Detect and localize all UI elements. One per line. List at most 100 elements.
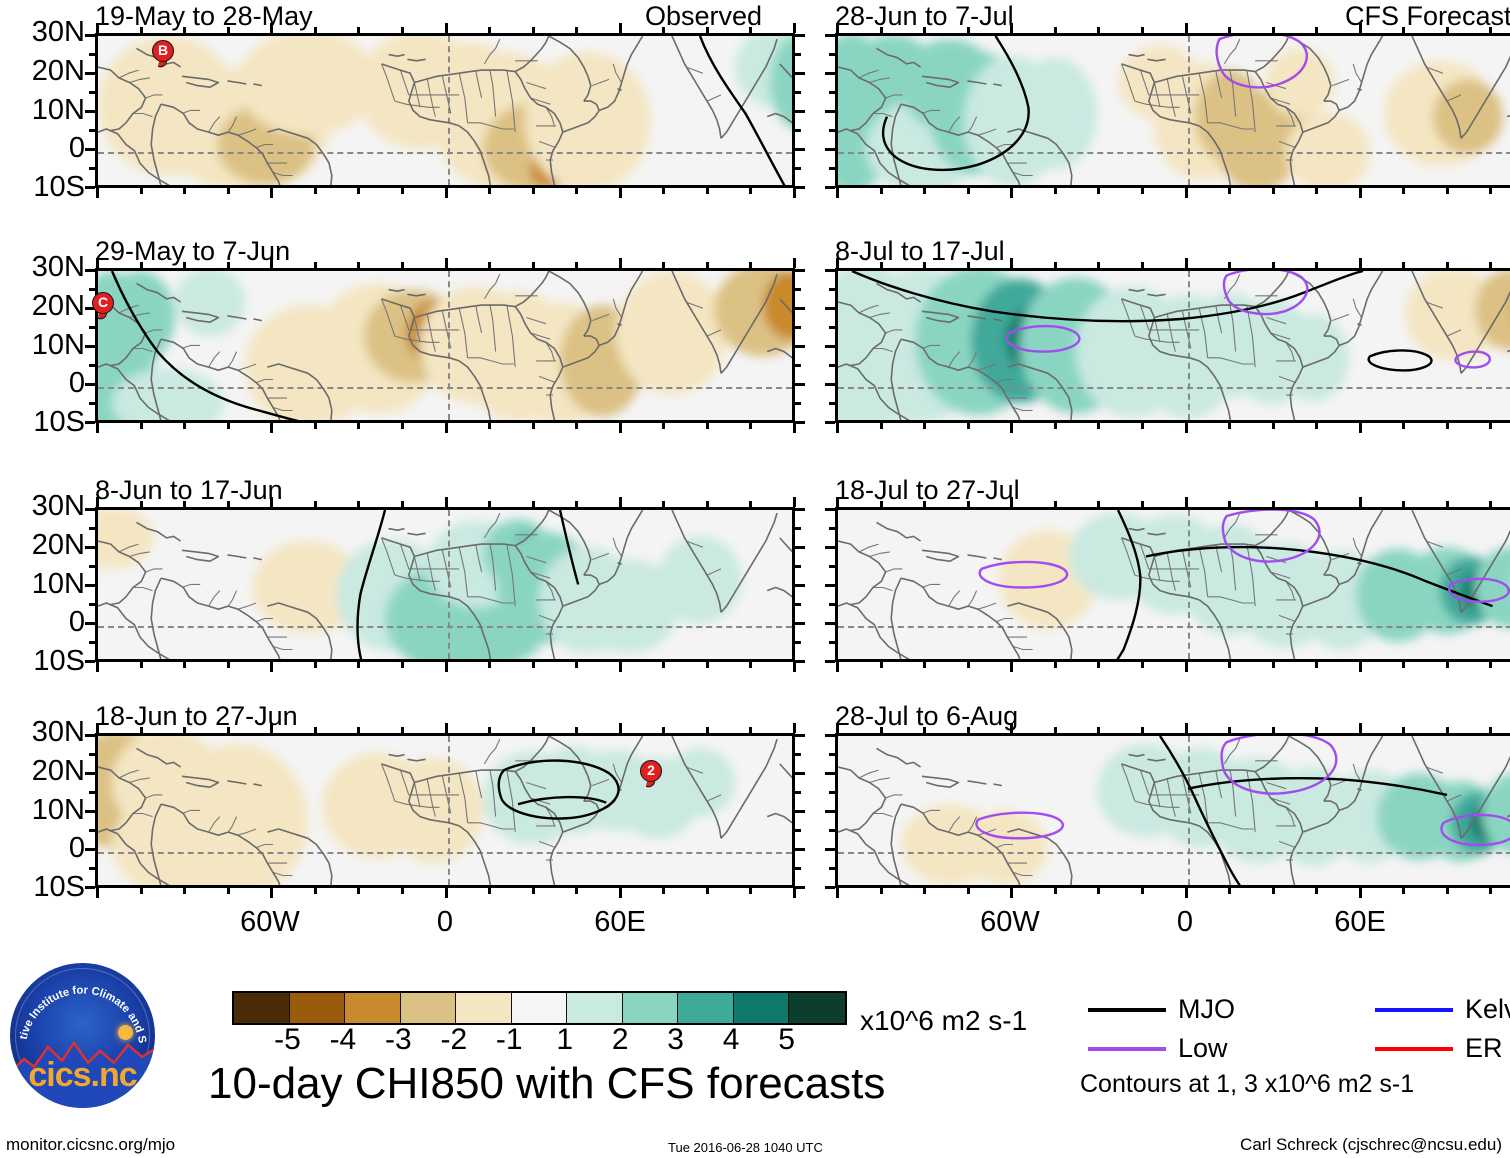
x-axis-tick (1445, 262, 1449, 268)
y-axis-label: 10N (31, 93, 85, 126)
x-axis-tick (1315, 662, 1319, 668)
x-axis-tick (1053, 188, 1057, 194)
footer-author: Carl Schreck (cjschrec@ncsu.edu) (1240, 1135, 1502, 1154)
map-canvas (95, 33, 795, 188)
legend-label: ER (1465, 1033, 1503, 1063)
x-axis-tick (1010, 723, 1014, 733)
y-axis-tick (795, 288, 801, 291)
column-header-observed: Observed (645, 1, 763, 31)
storm-marker-label: C (92, 292, 114, 314)
x-axis-tick (96, 423, 99, 433)
x-axis-tick (444, 258, 448, 268)
colorbar-tick-label: -4 (329, 1023, 357, 1056)
y-axis-label: 10S (33, 406, 85, 438)
anomaly-shading (98, 736, 735, 885)
x-axis-tick (1010, 888, 1014, 898)
x-axis-tick (1140, 27, 1144, 33)
storm-marker-label: B (152, 40, 174, 62)
x-axis-tick (705, 262, 709, 268)
y-axis-tick (85, 810, 95, 813)
y-axis-tick (825, 546, 835, 549)
x-axis-tick (1097, 262, 1101, 268)
y-axis-tick (795, 186, 805, 189)
x-axis-label: 0 (1176, 906, 1194, 938)
x-axis-tick (1315, 727, 1319, 733)
x-axis-tick (1228, 727, 1232, 733)
y-axis-tick (795, 421, 805, 424)
y-axis-tick (795, 91, 801, 94)
x-axis-tick (531, 27, 535, 33)
x-axis-tick (966, 262, 970, 268)
y-axis-tick (825, 622, 835, 625)
x-axis-tick (1489, 27, 1493, 33)
x-axis-tick (923, 188, 927, 194)
x-axis-tick (226, 727, 230, 733)
x-axis-tick (793, 723, 796, 733)
x-axis-tick (1097, 888, 1101, 894)
x-axis-tick (1402, 888, 1406, 894)
prime-meridian-line (448, 36, 450, 185)
y-axis-tick (829, 53, 835, 56)
colorbar-tick-label: 3 (667, 1023, 684, 1056)
y-axis-tick (85, 345, 95, 348)
x-axis-tick (96, 497, 99, 507)
panel-title: 8-Jul to 17-Jul (835, 236, 1005, 266)
y-axis-tick (89, 603, 95, 606)
x-axis-tick (1097, 501, 1101, 507)
colorbar-swatch-1 (289, 993, 345, 1023)
map-canvas (835, 268, 1510, 423)
y-axis-tick (85, 421, 95, 424)
equator-line (838, 387, 1510, 390)
y-axis-tick (85, 383, 95, 386)
x-axis-tick (488, 888, 492, 894)
x-axis-tick (357, 423, 361, 429)
x-axis-tick (1184, 423, 1188, 433)
y-axis-tick (795, 622, 805, 625)
x-axis-label: 0 (436, 906, 454, 938)
y-axis-tick (795, 584, 805, 587)
legend-label: Low (1178, 1033, 1228, 1063)
x-axis-tick (793, 662, 796, 672)
x-axis-tick (618, 662, 622, 672)
footer-timestamp: Tue 2016-06-28 1040 UTC (668, 1140, 823, 1155)
y-axis-tick (829, 527, 835, 530)
colorbar-swatch-6 (567, 993, 623, 1023)
x-axis-tick (1053, 27, 1057, 33)
x-axis-tick (1184, 497, 1188, 507)
y-axis-tick (825, 421, 835, 424)
colorbar-tick-label: 5 (778, 1023, 795, 1056)
x-axis-tick (313, 27, 317, 33)
legend-line-low (1088, 1047, 1166, 1051)
wave-contours (978, 510, 1510, 659)
x-axis-tick (1358, 423, 1362, 433)
y-axis-tick (85, 584, 95, 587)
x-axis-tick (1184, 258, 1188, 268)
x-axis-tick (226, 501, 230, 507)
x-axis-tick (575, 888, 579, 894)
x-axis-tick (1097, 27, 1101, 33)
x-axis-tick (1271, 501, 1275, 507)
storm-marker: C (92, 292, 114, 321)
y-axis-label: 30N (31, 251, 85, 283)
x-axis-tick (313, 888, 317, 894)
y-axis-tick (795, 546, 805, 549)
panel-title: 28-Jun to 7-Jul (835, 1, 1014, 31)
x-axis-tick (1315, 888, 1319, 894)
x-axis-tick (575, 501, 579, 507)
panel-title: 28-Jul to 6-Aug (835, 701, 1019, 731)
x-axis-tick (444, 888, 448, 898)
x-axis-tick (270, 723, 274, 733)
y-axis-tick (795, 641, 801, 644)
prime-meridian-line (1188, 510, 1190, 659)
x-axis-label: 60E (594, 906, 646, 938)
wave-contours (975, 736, 1510, 885)
x-axis-tick (1315, 501, 1319, 507)
y-axis-tick (85, 269, 95, 272)
x-axis-tick (836, 23, 839, 33)
x-axis-tick (793, 888, 796, 898)
y-axis-label: 10S (33, 171, 85, 203)
y-axis-tick (795, 886, 805, 889)
x-axis-tick (400, 662, 404, 668)
y-axis-tick (829, 91, 835, 94)
footer-site-url[interactable]: monitor.cicsnc.org/mjo (6, 1135, 176, 1154)
